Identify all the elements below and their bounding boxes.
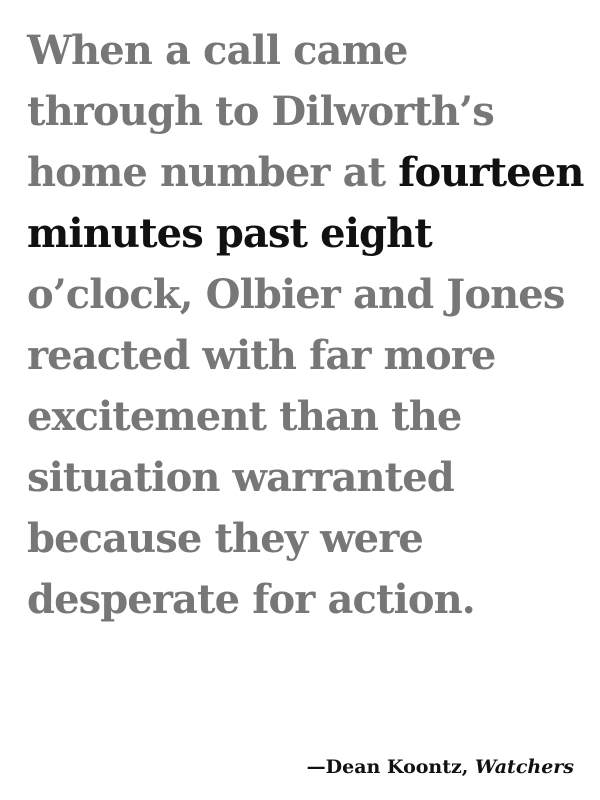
attribution-author: —Dean Koontz, (306, 756, 469, 778)
quote-text: When a call came through to Dilworth’s h… (27, 20, 587, 630)
quote-lead: When a call came through to Dilworth’s h… (27, 27, 495, 196)
attribution-title: Watchers (475, 756, 574, 778)
quote-tail: o’clock, Olbier and Jones reacted with f… (27, 271, 565, 623)
attribution: —Dean Koontz, Watchers (307, 754, 574, 780)
quote-highlight: fourteen minutes past eight (27, 149, 584, 257)
